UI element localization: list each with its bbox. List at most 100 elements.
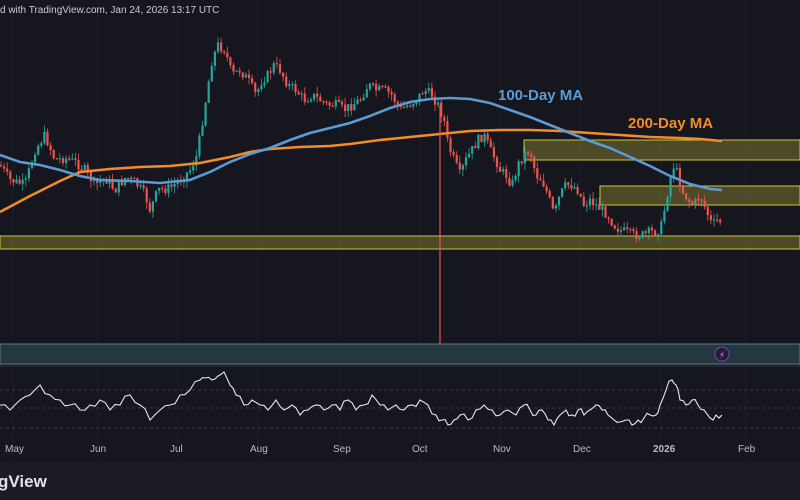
candle-body-209: [647, 227, 650, 234]
candle-body-131: [406, 105, 409, 108]
candle-body-161: [499, 166, 502, 172]
candle-body-216: [669, 177, 672, 197]
oscillator-panel: [0, 371, 723, 427]
candle-body-101: [313, 93, 316, 100]
candle-body-222: [688, 199, 691, 202]
candle-body-45: [139, 185, 142, 187]
candle-body-73: [226, 52, 229, 58]
candle-body-77: [238, 70, 241, 73]
candle-body-201: [623, 227, 626, 231]
candle-body-144: [446, 121, 449, 138]
candle-body-60: [185, 172, 189, 181]
candlesticks: [0, 37, 722, 243]
brand-logo: gView: [0, 472, 47, 491]
candle-body-107: [331, 105, 334, 107]
candle-body-108: [334, 100, 337, 107]
candle-body-56: [173, 183, 176, 187]
candle-body-99: [306, 101, 309, 103]
x-tick-label-4: Sep: [333, 444, 351, 455]
candle-body-20: [61, 158, 65, 163]
candle-body-26: [80, 169, 83, 171]
chart-area[interactable]: 100-Day MA 200-Day MA ⚡ May Jun Jul Aug Sep O…: [0, 0, 800, 462]
candle-body-166: [514, 175, 517, 181]
candle-body-53: [164, 188, 167, 193]
candle-body-198: [613, 225, 616, 229]
candle-body-220: [681, 186, 685, 194]
candle-body-200: [619, 230, 623, 232]
candle-body-217: [672, 168, 675, 178]
candle-body-181: [561, 188, 564, 197]
candle-body-125: [387, 87, 390, 92]
candle-body-163: [505, 168, 508, 179]
candle-body-21: [65, 158, 68, 163]
candle-body-54: [167, 184, 170, 193]
candle-body-102: [316, 93, 319, 97]
event-marker[interactable]: [714, 346, 730, 362]
candle-body-7: [21, 179, 24, 184]
candle-body-12: [37, 145, 40, 155]
candle-body-224: [694, 199, 697, 205]
candle-body-139: [430, 88, 433, 97]
candle-body-165: [511, 180, 514, 186]
candle-body-133: [412, 103, 415, 107]
candle-body-168: [520, 161, 523, 164]
candle-body-9: [27, 168, 30, 179]
candle-body-27: [83, 165, 86, 170]
candle-body-187: [579, 193, 582, 197]
candle-body-211: [654, 230, 657, 236]
candle-body-31: [96, 178, 99, 183]
candle-body-90: [278, 64, 282, 73]
candle-body-88: [272, 63, 275, 73]
candle-body-188: [582, 196, 585, 206]
candle-body-89: [275, 63, 278, 65]
candle-body-197: [610, 218, 613, 226]
candle-body-74: [229, 57, 232, 66]
candle-body-116: [359, 99, 362, 101]
candle-body-47: [145, 188, 148, 203]
candle-body-124: [384, 86, 387, 88]
candle-body-218: [675, 167, 678, 170]
candle-body-231: [716, 219, 719, 221]
x-tick-label-7: Dec: [573, 444, 591, 455]
candle-body-79: [244, 74, 247, 78]
candle-body-96: [297, 92, 300, 95]
candle-body-172: [533, 156, 536, 169]
candle-body-92: [285, 76, 288, 87]
candle-body-228: [706, 206, 709, 216]
ma200-line: [0, 128, 723, 214]
candle-body-140: [433, 96, 437, 105]
candle-body-24: [74, 158, 77, 161]
candle-body-106: [328, 102, 331, 106]
candle-body-64: [198, 135, 201, 156]
support-zone-2: [0, 235, 800, 250]
candle-body-67: [207, 81, 210, 103]
candle-body-13: [40, 143, 43, 146]
support-zones: [0, 139, 800, 250]
candle-body-28: [86, 165, 89, 172]
candle-body-137: [424, 91, 427, 94]
candle-body-29: [89, 171, 92, 182]
candle-body-75: [232, 65, 235, 72]
candle-body-16: [49, 145, 52, 151]
candle-body-230: [712, 219, 716, 221]
candle-body-167: [517, 161, 520, 176]
candle-body-94: [291, 83, 294, 86]
candle-body-100: [309, 99, 313, 102]
candle-body-5: [15, 179, 18, 183]
candle-body-193: [598, 204, 601, 210]
candle-body-215: [666, 196, 669, 211]
x-tick-label-8: 2026: [653, 444, 676, 455]
candle-body-208: [644, 231, 647, 234]
candle-body-109: [337, 100, 340, 102]
candle-body-35: [108, 179, 111, 184]
candle-body-191: [592, 198, 595, 206]
candle-body-199: [616, 228, 619, 232]
candle-body-143: [443, 117, 446, 122]
candle-body-8: [24, 178, 27, 180]
candle-body-104: [322, 101, 325, 103]
candle-body-138: [427, 88, 430, 92]
candle-body-156: [483, 133, 486, 143]
time-band: [0, 343, 800, 365]
candle-body-207: [641, 231, 644, 238]
candle-body-176: [545, 186, 548, 192]
